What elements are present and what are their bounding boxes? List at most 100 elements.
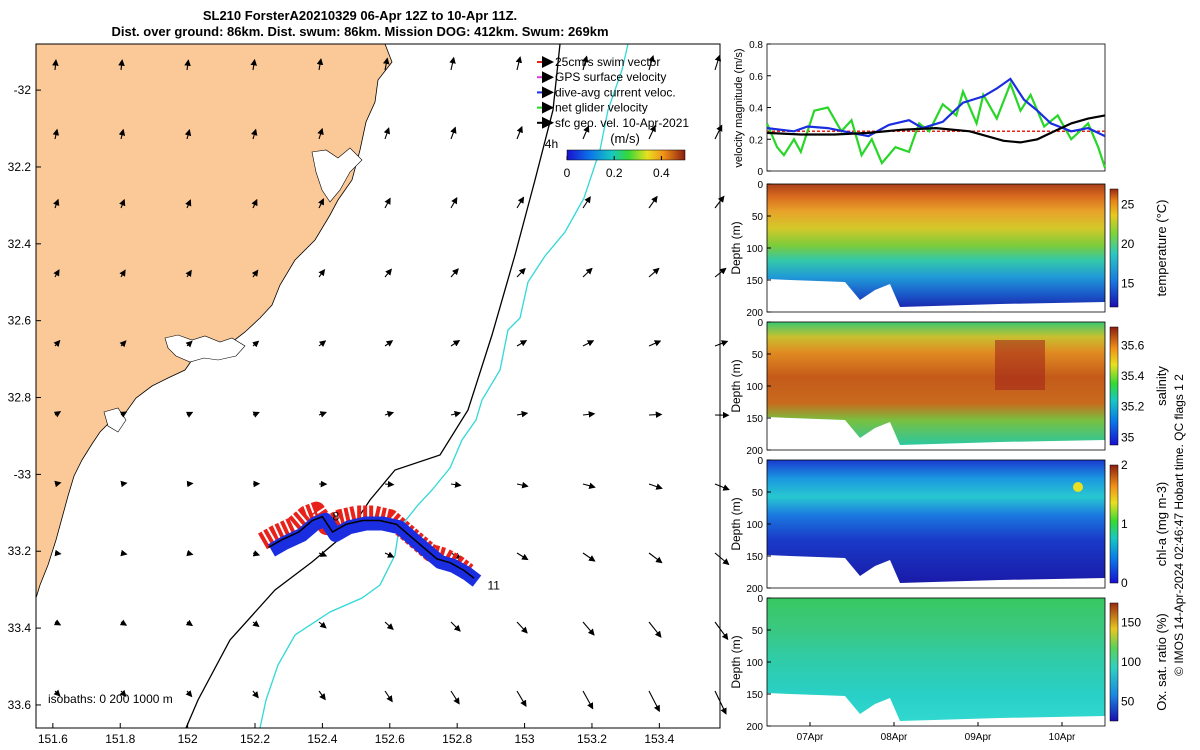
colorbar-tick-label: 0.2 xyxy=(606,166,623,180)
legend-label: net glider velocity xyxy=(555,101,648,115)
current-arrow xyxy=(384,480,395,488)
current-arrow xyxy=(714,124,723,140)
map-ytick-label: 32.2 xyxy=(8,160,32,174)
depth-tick-label: 100 xyxy=(746,520,763,531)
depth-tick-label: 200 xyxy=(746,584,763,595)
current-arrow xyxy=(54,549,62,557)
current-arrow xyxy=(251,198,258,209)
current-arrow xyxy=(384,690,393,703)
current-arrow xyxy=(119,619,128,626)
track-line xyxy=(268,515,475,579)
dive-avg-currents xyxy=(268,512,482,587)
current-arrow xyxy=(582,125,590,140)
current-arrow xyxy=(318,550,328,557)
current-arrow xyxy=(714,195,725,209)
depth-tick-label: 100 xyxy=(746,382,763,393)
current-arrow xyxy=(318,268,326,278)
current-arrow xyxy=(318,411,327,418)
date-tick-label: 07Apr xyxy=(797,732,824,743)
current-arrow xyxy=(384,621,394,631)
current-arrow xyxy=(516,267,526,278)
current-arrow xyxy=(250,58,257,71)
map-xtick-label: 153.4 xyxy=(644,732,674,746)
map-xtick-label: 153.2 xyxy=(577,732,607,746)
current-arrow xyxy=(120,480,128,488)
current-arrow xyxy=(582,340,595,347)
current-arrow xyxy=(318,340,327,347)
current-arrow xyxy=(251,128,258,140)
velocity-series xyxy=(765,80,1107,169)
section-data xyxy=(767,598,1105,721)
colorbar-tick-label: 150 xyxy=(1121,616,1141,630)
swim-vectors xyxy=(258,501,474,580)
depth-tick-label: 0 xyxy=(757,456,763,467)
coastal-lake xyxy=(164,334,246,363)
current-arrow xyxy=(648,621,662,638)
depth-tick-label: 0 xyxy=(757,318,763,329)
depth-tick-label: 100 xyxy=(746,658,763,669)
velocity-ytick-label: 0.6 xyxy=(749,72,763,83)
map-axes: 151.6 151.8 152 152.2 152.4 152.6 152.8 153 153.… xyxy=(8,83,675,746)
colorbar-tick-label: 35.6 xyxy=(1121,338,1145,352)
section-panel: 0 50 100 150 200 Depth (m) 50 100 150 Ox. sat. ra… xyxy=(729,594,1169,743)
current-arrow xyxy=(382,57,390,71)
current-arrow xyxy=(53,411,62,418)
current-arrow xyxy=(450,126,457,140)
depth-tick-label: 150 xyxy=(746,552,763,563)
track-label: 11 xyxy=(488,579,501,593)
section-panel: 0 50 100 150 200 Depth (m) 35 35.2 35.4 35.6 salin… xyxy=(729,318,1169,457)
current-arrow xyxy=(714,340,729,347)
colorbar-tick-label: 25 xyxy=(1121,198,1135,212)
current-arrow xyxy=(450,481,462,488)
current-arrow xyxy=(516,340,528,347)
variable-label: Ox. sat. ratio (%) xyxy=(1154,613,1169,711)
current-arrow xyxy=(648,267,660,278)
current-arrow xyxy=(714,483,730,491)
map-xtick-label: 152.6 xyxy=(375,732,405,746)
depth-tick-label: 50 xyxy=(752,626,764,637)
legend-label: 25cm/s swim vector xyxy=(555,55,660,69)
map-ytick-label: 32.6 xyxy=(8,314,32,328)
current-arrow xyxy=(582,690,594,710)
colorbar-tick-label: 0 xyxy=(564,166,571,180)
map-ytick-label: 33.2 xyxy=(8,544,32,558)
depth-axis-label: Depth (m) xyxy=(729,221,743,274)
current-arrow xyxy=(516,690,527,708)
current-arrow xyxy=(185,619,194,627)
current-arrow xyxy=(384,197,391,209)
current-arrow xyxy=(450,621,461,632)
map-xtick-label: 152.8 xyxy=(442,732,472,746)
date-tick-label: 09Apr xyxy=(965,732,992,743)
page-title: SL210 ForsterA20210329 06-Apr 12Z to 10-… xyxy=(0,8,720,40)
current-arrow xyxy=(450,690,460,705)
current-arrow xyxy=(119,340,127,348)
colorbar-tick-label: 15 xyxy=(1121,276,1135,290)
current-arrow xyxy=(648,340,662,347)
map-colorbar-label: (m/s) xyxy=(610,131,640,146)
map-xtick-label: 153 xyxy=(515,732,535,746)
current-arrow xyxy=(516,125,523,140)
current-arrow xyxy=(648,54,655,71)
legend-label: GPS surface velocity xyxy=(555,70,666,84)
current-arrow xyxy=(186,480,194,488)
current-arrow xyxy=(318,690,326,701)
current-arrow xyxy=(384,551,395,558)
title-line-1: SL210 ForsterA20210329 06-Apr 12Z to 10-… xyxy=(202,8,518,23)
current-arrow xyxy=(52,59,59,71)
colorbar-tick-label: 1 xyxy=(1121,517,1128,531)
colorbar-tick-label: 20 xyxy=(1121,237,1135,251)
map-colorbar-ticks: 0 0.2 0.4 xyxy=(564,156,670,180)
current-arrow xyxy=(714,621,729,641)
depth-tick-label: 200 xyxy=(746,446,763,457)
map-xtick-label: 152 xyxy=(178,732,198,746)
current-arrow xyxy=(316,58,324,71)
current-arrow xyxy=(450,410,462,418)
current-arrow xyxy=(582,621,595,636)
date-tick-label: 10Apr xyxy=(1049,732,1076,743)
current-arrow xyxy=(582,267,593,278)
current-arrow xyxy=(516,621,528,634)
chl-feature xyxy=(1073,482,1083,492)
current-arrow xyxy=(119,269,126,278)
current-arrow xyxy=(384,340,394,347)
